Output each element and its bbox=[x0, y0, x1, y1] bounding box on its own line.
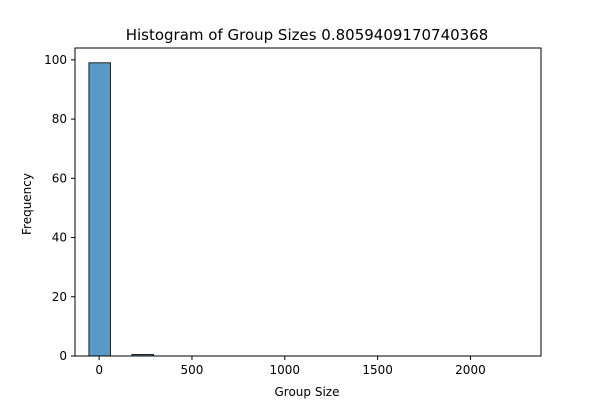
histogram-bar bbox=[88, 62, 111, 357]
y-tick-label: 80 bbox=[52, 112, 67, 126]
y-tick-label: 40 bbox=[52, 231, 67, 245]
bars-group bbox=[88, 62, 155, 357]
x-tick-label: 1000 bbox=[270, 363, 301, 377]
y-tick-label: 20 bbox=[52, 290, 67, 304]
y-tick-label: 0 bbox=[59, 349, 67, 363]
y-tick-label: 60 bbox=[52, 171, 67, 185]
chart-title: Histogram of Group Sizes 0.8059409170740… bbox=[126, 26, 489, 44]
y-axis-label: Frequency bbox=[20, 173, 34, 235]
x-axis-label: Group Size bbox=[275, 385, 340, 399]
plot-frame bbox=[74, 47, 542, 357]
x-tick-label: 0 bbox=[95, 363, 103, 377]
axes-group: 0 500 1000 1500 2000 0 20 40 60 80 100 bbox=[44, 47, 542, 377]
x-tick-label: 2000 bbox=[455, 363, 486, 377]
y-tick-label: 100 bbox=[44, 53, 67, 67]
x-tick-label: 1500 bbox=[362, 363, 393, 377]
x-tick-label: 500 bbox=[181, 363, 204, 377]
